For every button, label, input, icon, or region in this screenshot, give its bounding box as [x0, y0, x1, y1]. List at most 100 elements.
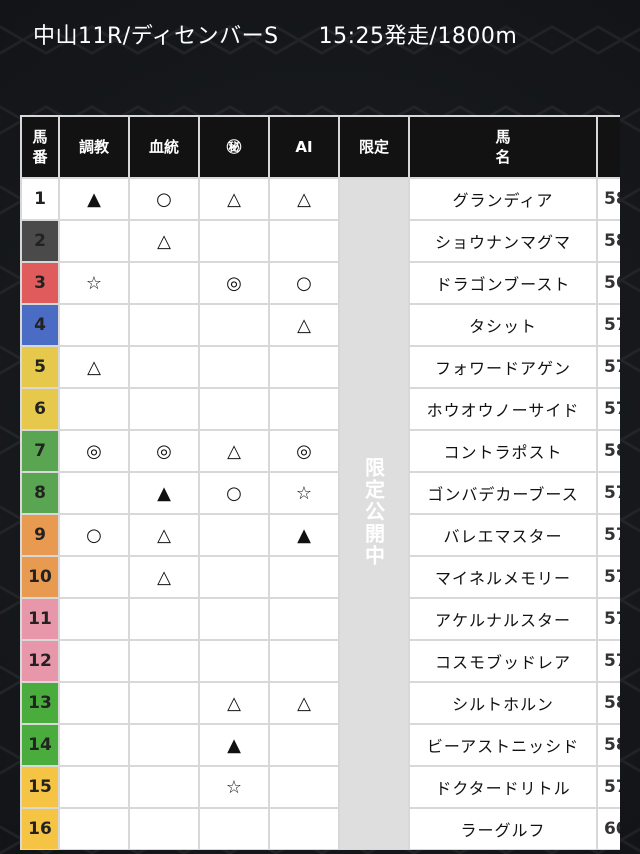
- horse-weight: 57: [596, 765, 620, 809]
- horse-number: 9: [20, 513, 60, 557]
- horse-number: 6: [20, 387, 60, 431]
- training-mark: ○: [58, 513, 130, 557]
- horse-name: グランディア: [408, 177, 598, 221]
- table-row[interactable]: 8 ▲○☆ ゴンバデカーブース57: [20, 471, 620, 515]
- bloodline-mark: [128, 639, 200, 683]
- secret-mark: [198, 219, 270, 263]
- horse-name: マイネルメモリー: [408, 555, 598, 599]
- training-mark: [58, 765, 130, 809]
- table-row[interactable]: 10 △ マイネルメモリー57: [20, 555, 620, 599]
- header-horse-name: 馬 名: [408, 115, 598, 179]
- training-mark: △: [58, 345, 130, 389]
- horse-weight: 57: [596, 345, 620, 389]
- bloodline-mark: △: [128, 513, 200, 557]
- horse-weight: 57: [596, 639, 620, 683]
- ai-mark: △: [268, 177, 340, 221]
- horse-number: 13: [20, 681, 60, 725]
- secret-mark: ▲: [198, 723, 270, 767]
- secret-mark: ○: [198, 471, 270, 515]
- horse-name: ショウナンマグマ: [408, 219, 598, 263]
- bloodline-mark: ○: [128, 177, 200, 221]
- horse-number: 5: [20, 345, 60, 389]
- ai-mark: [268, 723, 340, 767]
- horse-number: 11: [20, 597, 60, 641]
- table-row[interactable]: 2 △ ショウナンマグマ58: [20, 219, 620, 263]
- table-row[interactable]: 11 アケルナルスター57: [20, 597, 620, 641]
- table-row[interactable]: 5△ フォワードアゲン57: [20, 345, 620, 389]
- training-mark: [58, 597, 130, 641]
- horse-weight: 56: [596, 261, 620, 305]
- table-row[interactable]: 13 △△ シルトホルン58: [20, 681, 620, 725]
- bloodline-mark: ◎: [128, 429, 200, 473]
- ai-mark: [268, 639, 340, 683]
- horse-name: フォワードアゲン: [408, 345, 598, 389]
- training-mark: [58, 639, 130, 683]
- secret-mark: [198, 303, 270, 347]
- horse-number: 3: [20, 261, 60, 305]
- horse-name: コスモブッドレア: [408, 639, 598, 683]
- horse-name: ゴンバデカーブース: [408, 471, 598, 515]
- horse-name: ドクタードリトル: [408, 765, 598, 809]
- horse-name: ラーグルフ: [408, 807, 598, 850]
- header-training: 調教: [58, 115, 130, 179]
- training-mark: [58, 681, 130, 725]
- horse-weight: 58: [596, 177, 620, 221]
- horse-weight: 57: [596, 471, 620, 515]
- secret-mark: [198, 639, 270, 683]
- secret-mark: [198, 807, 270, 850]
- table-row[interactable]: 3☆ ◎○ ドラゴンブースト56: [20, 261, 620, 305]
- horse-weight: 57: [596, 597, 620, 641]
- horse-weight: 57: [596, 513, 620, 557]
- header-weight: 斤: [596, 115, 620, 179]
- horse-number: 12: [20, 639, 60, 683]
- race-name: 中山11R/ディセンバーS: [33, 24, 279, 49]
- horse-name: ドラゴンブースト: [408, 261, 598, 305]
- table-row[interactable]: 15 ☆ ドクタードリトル57: [20, 765, 620, 809]
- ai-mark: ◎: [268, 429, 340, 473]
- ai-mark: [268, 807, 340, 850]
- horse-name: バレエマスター: [408, 513, 598, 557]
- horse-name: アケルナルスター: [408, 597, 598, 641]
- bloodline-mark: [128, 807, 200, 850]
- secret-mark: [198, 345, 270, 389]
- ai-mark: [268, 219, 340, 263]
- bloodline-mark: ▲: [128, 471, 200, 515]
- table-row[interactable]: 14 ▲ ビーアストニッシド58: [20, 723, 620, 767]
- table-row[interactable]: 12 コスモブッドレア57: [20, 639, 620, 683]
- table-row[interactable]: 16 ラーグルフ60: [20, 807, 620, 850]
- horse-number: 4: [20, 303, 60, 347]
- horse-number: 15: [20, 765, 60, 809]
- table-row[interactable]: 9○△ ▲ バレエマスター57: [20, 513, 620, 557]
- race-title: 中山11R/ディセンバーS 15:25発走/1800m: [33, 18, 517, 50]
- ai-mark: ▲: [268, 513, 340, 557]
- header-bloodline: 血統: [128, 115, 200, 179]
- header-secret: ㊙: [198, 115, 270, 179]
- horse-number: 16: [20, 807, 60, 850]
- secret-mark: ☆: [198, 765, 270, 809]
- bloodline-mark: △: [128, 555, 200, 599]
- table-row[interactable]: 1▲○△△限定公開中グランディア58: [20, 177, 620, 850]
- secret-mark: [198, 597, 270, 641]
- secret-mark: △: [198, 681, 270, 725]
- ai-mark: △: [268, 681, 340, 725]
- ai-mark: [268, 555, 340, 599]
- horse-weight: 57: [596, 555, 620, 599]
- horse-number: 1: [20, 177, 60, 221]
- ai-mark: ☆: [268, 471, 340, 515]
- bloodline-mark: [128, 765, 200, 809]
- training-mark: [58, 807, 130, 850]
- table-row[interactable]: 4 △ タシット57: [20, 303, 620, 347]
- bloodline-mark: [128, 723, 200, 767]
- horse-weight: 57: [596, 387, 620, 431]
- bloodline-mark: [128, 303, 200, 347]
- training-mark: [58, 723, 130, 767]
- bloodline-mark: [128, 261, 200, 305]
- training-mark: [58, 303, 130, 347]
- ai-mark: [268, 597, 340, 641]
- secret-mark: [198, 387, 270, 431]
- ai-mark: ○: [268, 261, 340, 305]
